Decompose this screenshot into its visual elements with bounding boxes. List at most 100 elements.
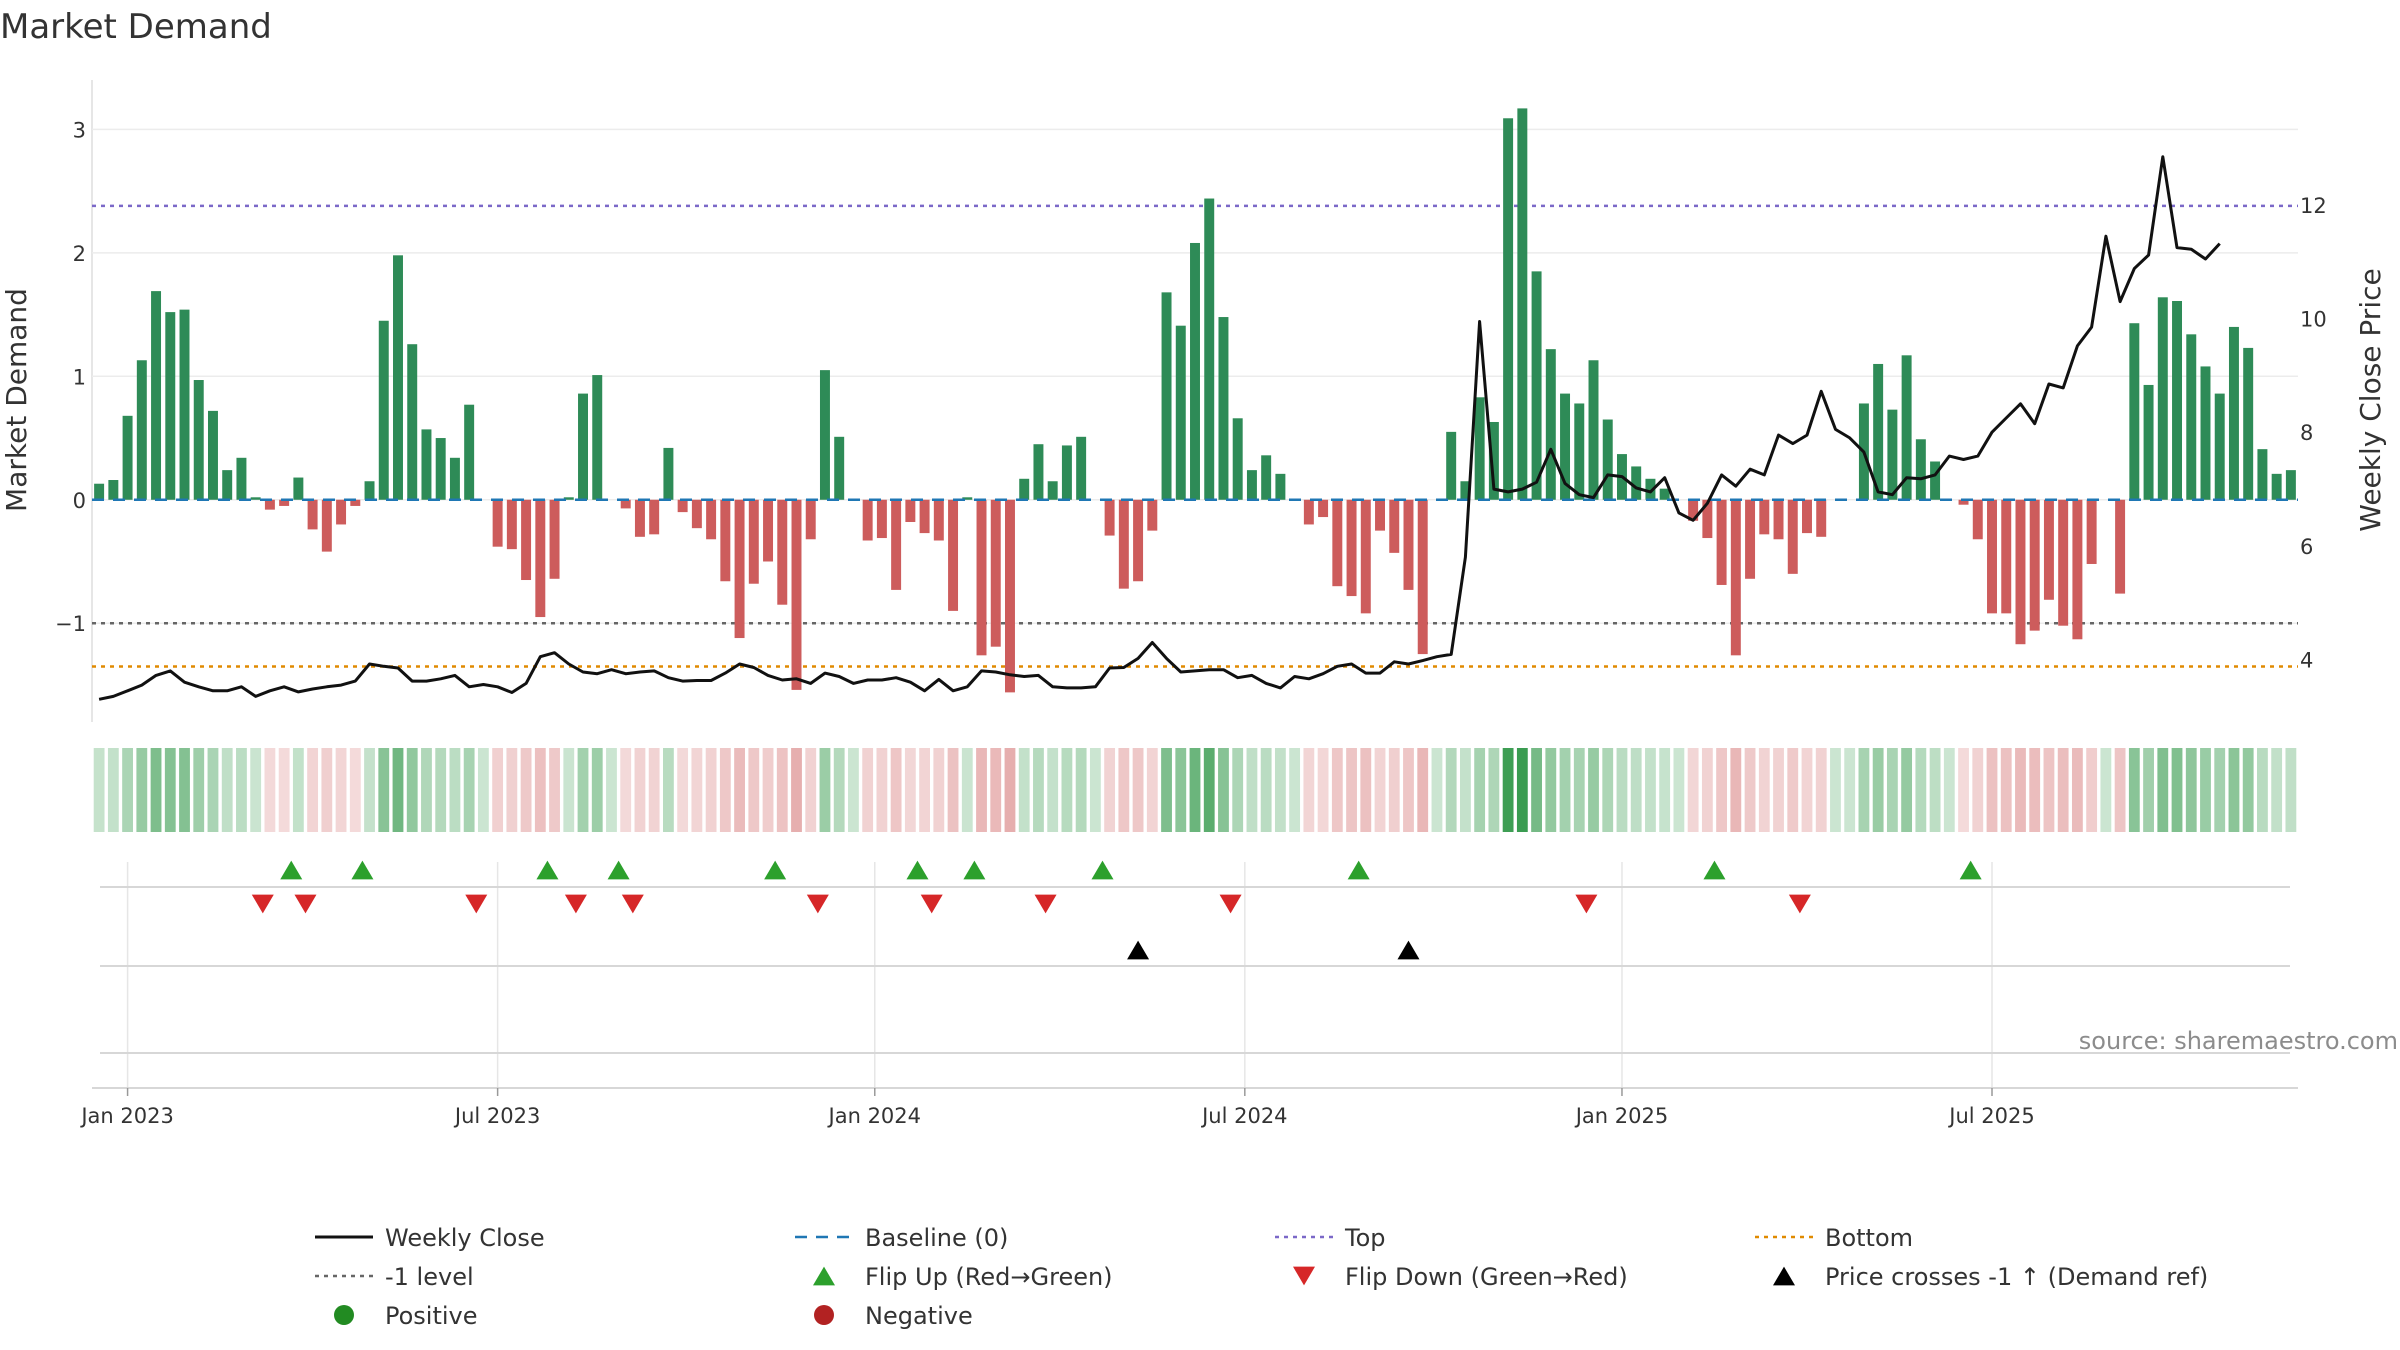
strip-cell: [122, 748, 133, 832]
demand-bar: [1915, 439, 1926, 500]
strip-cell: [193, 748, 205, 832]
right-tick-label: 10: [2300, 308, 2327, 332]
strip-cell: [2029, 748, 2041, 832]
demand-bar: [2029, 499, 2040, 631]
right-axis-title: Weekly Close Price: [2354, 268, 2387, 531]
strip-cell: [307, 748, 319, 832]
strip-cell: [1445, 748, 1457, 832]
legend-swatch-triangle-down: [1293, 1266, 1315, 1286]
demand-bar: [990, 499, 1001, 647]
strip-cell: [1744, 748, 1756, 832]
demand-bar: [464, 404, 475, 500]
strip-cell: [1716, 748, 1728, 832]
x-tick-label: Jul 2024: [1200, 1104, 1287, 1128]
price-cross-marker: [1397, 940, 1420, 960]
demand-bar: [364, 481, 375, 500]
marker-gridlines: [92, 886, 2298, 1089]
demand-bar: [2086, 499, 2097, 564]
vertical-gridlines: [126, 862, 1993, 1088]
demand-bar: [1987, 499, 1997, 614]
flip-up-marker: [1091, 860, 1114, 880]
strip-cell: [976, 748, 987, 832]
strip-cell: [1374, 748, 1386, 832]
demand-bar: [933, 499, 944, 541]
strip-cell: [1986, 748, 1998, 832]
demand-bar: [336, 499, 347, 525]
demand-bar: [734, 499, 745, 639]
legend-swatch-triangle-up: [813, 1266, 835, 1286]
legend-item: -1 level: [315, 1263, 474, 1291]
demand-bar: [378, 320, 389, 500]
demand-bar: [1261, 455, 1272, 500]
strip-cell: [933, 748, 945, 832]
strip-cell: [1388, 748, 1400, 832]
strip-cell: [577, 748, 589, 832]
demand-bar: [1204, 198, 1215, 500]
strip-cell: [1274, 748, 1286, 832]
strip-cell: [1146, 748, 1158, 832]
demand-bar: [862, 499, 873, 541]
strip-cell: [2257, 748, 2268, 832]
strip-cell: [1189, 748, 1201, 832]
demand-bar: [2129, 323, 2140, 500]
demand-bar: [2243, 347, 2254, 500]
strip-cell: [463, 748, 475, 832]
strip-cell: [1303, 748, 1315, 832]
flip-down-marker: [294, 894, 317, 914]
demand-bar: [193, 380, 204, 500]
flip-down-marker: [1788, 894, 1811, 914]
legend-label: Positive: [385, 1302, 478, 1330]
left-tick-label: 2: [73, 242, 86, 266]
strip-cell: [534, 748, 546, 832]
strip-cell: [421, 748, 432, 832]
strip-cell: [1659, 748, 1671, 832]
demand-bar: [1787, 499, 1798, 574]
strip-cell: [833, 748, 845, 832]
strip-cell: [961, 748, 973, 832]
demand-bar: [492, 499, 503, 547]
demand-bar: [1004, 499, 1015, 693]
strip-cell: [364, 748, 375, 832]
demand-bar: [649, 499, 660, 535]
strip-cell: [620, 748, 632, 832]
strip-cell: [648, 748, 660, 832]
strip-cell: [1758, 748, 1770, 832]
demand-bar: [891, 499, 902, 590]
left-tick-label: 1: [73, 365, 86, 389]
strip-cell: [378, 748, 390, 832]
strip-cell: [1730, 748, 1742, 832]
strip-cell: [1331, 748, 1343, 832]
strip-cell: [278, 748, 290, 832]
flip-up-marker: [1703, 860, 1726, 880]
strip-cell: [477, 748, 489, 832]
strip-cell: [1545, 748, 1557, 832]
strip-cell: [1830, 748, 1841, 832]
demand-bar: [94, 483, 105, 500]
flip-down-marker: [1219, 894, 1242, 914]
strip-cell: [406, 748, 418, 832]
demand-bar: [1346, 499, 1357, 597]
flip-up-marker: [1347, 860, 1370, 880]
demand-bar: [777, 499, 788, 605]
strip-cell: [1502, 748, 1514, 832]
demand-bar: [2001, 499, 2012, 614]
x-tick-label: Jul 2023: [453, 1104, 540, 1128]
flip-down-marker: [1575, 894, 1598, 914]
strip-cell: [2214, 748, 2226, 832]
strip-cell: [1616, 748, 1628, 832]
demand-bar: [691, 499, 702, 529]
strip-cell: [876, 748, 888, 832]
strip-cell: [1061, 748, 1073, 832]
strip-cell: [1872, 748, 1884, 832]
demand-bar: [1175, 325, 1186, 500]
strip-cell: [2200, 748, 2211, 832]
demand-bar: [1574, 403, 1585, 500]
strip-cell: [2114, 748, 2126, 832]
flip-up-marker: [351, 860, 374, 880]
demand-bar: [521, 499, 532, 581]
flip-up-marker: [963, 860, 986, 880]
strip-cell: [1047, 748, 1059, 832]
demand-bar: [876, 499, 887, 539]
chart-title: Market Demand: [0, 7, 272, 47]
demand-bar: [1389, 499, 1400, 553]
